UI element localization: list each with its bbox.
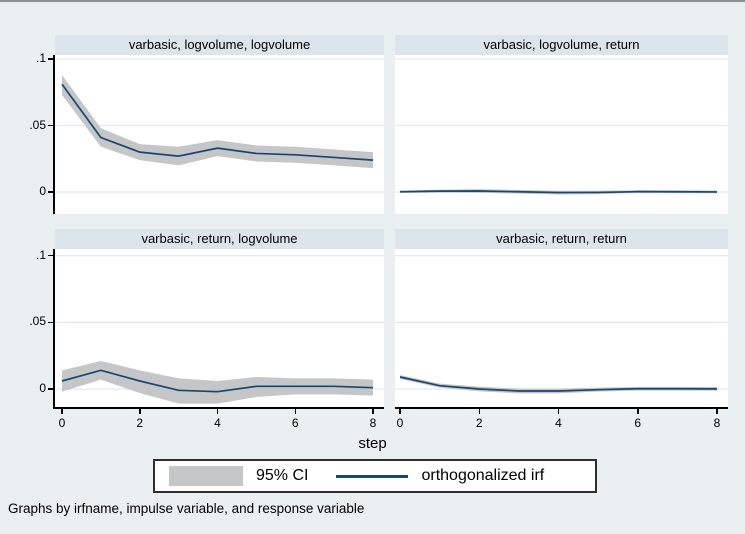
y-tick-label: .1	[35, 247, 46, 262]
x-tick-label: 6	[291, 416, 299, 430]
irf-legend-label: orthogonalized irf	[421, 467, 545, 484]
x-tick	[294, 409, 296, 414]
x-tick	[139, 409, 141, 414]
y-tick	[47, 124, 53, 127]
legend: 95% CI orthogonalized irf	[153, 459, 597, 493]
irf-line	[399, 376, 718, 392]
x-tick-label: 0	[396, 416, 404, 430]
panel-title-strip: varbasic, logvolume, logvolume	[55, 35, 384, 55]
x-tick-label: 0	[58, 416, 66, 430]
x-tick	[478, 409, 480, 414]
y-tick	[47, 254, 53, 257]
panel-title-strip: varbasic, return, return	[395, 229, 728, 249]
x-tick-label: 2	[136, 416, 144, 430]
y-axis-spine	[52, 249, 55, 407]
y-tick-label: .05	[29, 117, 46, 132]
y-tick-label: 0	[39, 184, 46, 199]
x-tick-label: 8	[713, 416, 721, 430]
panel-return-logvolume: varbasic, return, logvolume	[55, 229, 384, 407]
plot-area	[395, 249, 728, 407]
irf-chart	[395, 255, 728, 394]
panel-title: varbasic, logvolume, return	[483, 37, 640, 52]
x-tick-label: 2	[475, 416, 483, 430]
plot-area	[55, 249, 384, 407]
y-tick	[47, 388, 53, 390]
y-tick	[47, 191, 53, 193]
y-tick	[47, 58, 53, 60]
panel-title: varbasic, logvolume, logvolume	[128, 37, 311, 52]
x-axis-title: step	[358, 435, 387, 452]
ci-band	[62, 74, 373, 169]
panel-title: varbasic, return, logvolume	[141, 231, 298, 246]
ci-band-swatch	[169, 466, 243, 486]
irf-line	[61, 369, 374, 393]
y-tick-label: .1	[35, 50, 46, 65]
irf-line	[399, 190, 718, 194]
x-tick	[637, 409, 639, 414]
y-tick	[47, 321, 53, 324]
x-tick	[399, 409, 401, 414]
ci-band	[62, 361, 373, 404]
x-tick	[61, 409, 63, 414]
x-tick	[716, 409, 718, 414]
panel-title: varbasic, return, return	[496, 231, 627, 246]
irf-chart	[55, 58, 384, 193]
irf-chart	[395, 58, 728, 195]
irf-line-sample	[336, 474, 409, 478]
irf-line	[61, 83, 374, 161]
x-tick	[372, 409, 374, 414]
x-axis-line	[52, 407, 384, 409]
x-tick-label: 6	[634, 416, 642, 430]
y-tick-label: 0	[39, 381, 46, 395]
y-axis-spine	[52, 55, 55, 214]
plot-area	[395, 55, 728, 214]
y-tick-label: .05	[29, 314, 46, 329]
x-tick	[557, 409, 560, 414]
x-tick	[216, 409, 219, 414]
irf-chart	[55, 255, 384, 404]
x-tick-label: 4	[555, 416, 562, 430]
x-tick-label: 8	[369, 416, 377, 430]
panel-logvolume-logvolume: varbasic, logvolume, logvolume	[55, 35, 384, 214]
plot-area	[55, 55, 384, 214]
panel-title-strip: varbasic, return, logvolume	[55, 229, 384, 249]
ci-legend-label: 95% CI	[256, 467, 309, 484]
panel-return-return: varbasic, return, return	[395, 229, 728, 407]
panel-title-strip: varbasic, logvolume, return	[395, 35, 728, 55]
panel-logvolume-return: varbasic, logvolume, return	[395, 35, 728, 214]
x-tick-label: 4	[214, 416, 221, 430]
x-axis-line	[395, 407, 728, 409]
graphs-by-caption: Graphs by irfname, impulse variable, and…	[8, 501, 365, 516]
